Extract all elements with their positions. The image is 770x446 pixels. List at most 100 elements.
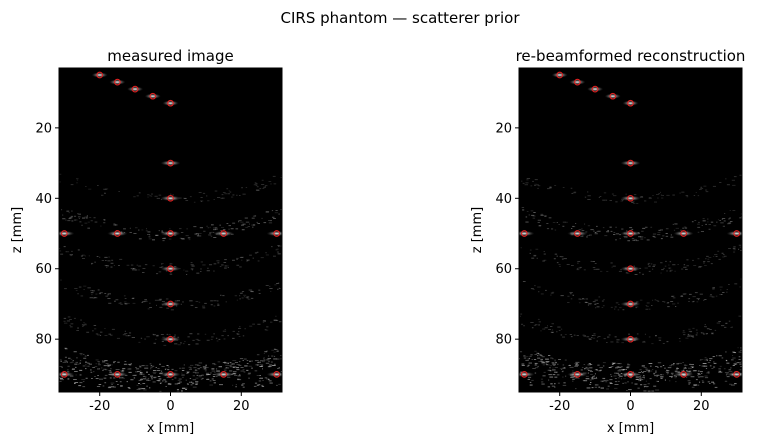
- speckle: [275, 210, 278, 211]
- speckle: [532, 215, 536, 217]
- speckle: [206, 378, 210, 380]
- speckle: [593, 375, 595, 376]
- speckle: [104, 335, 108, 336]
- speckle: [236, 264, 240, 266]
- speckle: [238, 220, 242, 222]
- speckle: [219, 384, 223, 386]
- speckle: [691, 301, 694, 303]
- speckle: [152, 381, 156, 383]
- speckle: [621, 366, 623, 368]
- speckle: [190, 384, 193, 386]
- speckle: [699, 381, 701, 383]
- speckle: [123, 363, 127, 365]
- speckle: [182, 301, 184, 303]
- speckle: [277, 282, 280, 284]
- speckle: [223, 368, 227, 370]
- speckle: [650, 226, 653, 228]
- speckle: [644, 267, 648, 269]
- speckle: [538, 185, 541, 187]
- speckle: [591, 337, 593, 338]
- scatterer-marker: [627, 230, 634, 237]
- speckle: [693, 370, 697, 372]
- speckle: [737, 362, 742, 364]
- speckle: [110, 262, 114, 264]
- speckle: [571, 228, 573, 229]
- speckle: [67, 220, 71, 222]
- speckle: [732, 355, 734, 356]
- speckle: [85, 364, 87, 365]
- speckle: [695, 334, 698, 336]
- speckle: [241, 224, 244, 226]
- speckle: [691, 221, 694, 223]
- speckle: [235, 375, 238, 376]
- speckle: [94, 261, 96, 263]
- speckle: [211, 368, 215, 370]
- speckle: [86, 365, 90, 367]
- scatterer-marker: [627, 99, 634, 107]
- speckle: [182, 376, 184, 378]
- speckle: [700, 332, 703, 334]
- speckle: [575, 223, 577, 224]
- speckle: [199, 233, 202, 234]
- speckle: [608, 334, 611, 336]
- speckle: [685, 337, 689, 339]
- speckle: [253, 385, 257, 387]
- scatterer-echo: [569, 79, 586, 85]
- speckle: [652, 235, 655, 237]
- speckle: [570, 376, 573, 378]
- speckle: [556, 331, 558, 333]
- speckle: [540, 330, 542, 332]
- speckle: [558, 224, 560, 225]
- speckle: [257, 361, 261, 363]
- speckle: [185, 371, 188, 373]
- speckle: [528, 376, 532, 378]
- speckle: [206, 339, 210, 341]
- speckle: [272, 175, 276, 177]
- speckle: [140, 373, 145, 375]
- speckle: [126, 264, 130, 266]
- speckle: [702, 218, 705, 220]
- speckle: [185, 379, 187, 381]
- speckle: [546, 364, 550, 366]
- speckle: [663, 301, 666, 303]
- speckle: [262, 320, 266, 321]
- speckle: [136, 195, 139, 197]
- speckle: [545, 364, 548, 365]
- speckle: [709, 329, 712, 330]
- speckle: [708, 224, 711, 225]
- speckle: [102, 361, 106, 363]
- speckle: [140, 337, 143, 339]
- speckle: [534, 179, 538, 181]
- speckle: [256, 251, 259, 253]
- speckle: [734, 283, 738, 285]
- speckle: [213, 229, 216, 231]
- speckle: [67, 316, 71, 318]
- speckle: [690, 376, 695, 378]
- speckle: [594, 232, 597, 233]
- scatterer-echo: [567, 230, 588, 237]
- speckle: [124, 361, 127, 362]
- speckle: [202, 307, 206, 309]
- speckle: [628, 389, 632, 391]
- speckle: [585, 298, 588, 300]
- speckle: [268, 361, 270, 362]
- speckle: [577, 377, 580, 379]
- speckle: [708, 257, 712, 258]
- speckle: [181, 370, 185, 371]
- speckle: [650, 263, 653, 265]
- speckle: [238, 361, 241, 363]
- speckle: [572, 380, 574, 382]
- speckle: [247, 298, 249, 300]
- speckle: [535, 363, 537, 365]
- speckle: [81, 324, 84, 326]
- speckle: [522, 281, 526, 282]
- speckle: [176, 389, 179, 391]
- speckle: [78, 385, 82, 387]
- speckle: [719, 182, 722, 183]
- scatterer-echo: [266, 230, 282, 237]
- speckle: [133, 268, 136, 269]
- speckle: [648, 336, 651, 338]
- speckle: [148, 380, 151, 381]
- speckle: [189, 300, 193, 302]
- speckle: [104, 256, 108, 258]
